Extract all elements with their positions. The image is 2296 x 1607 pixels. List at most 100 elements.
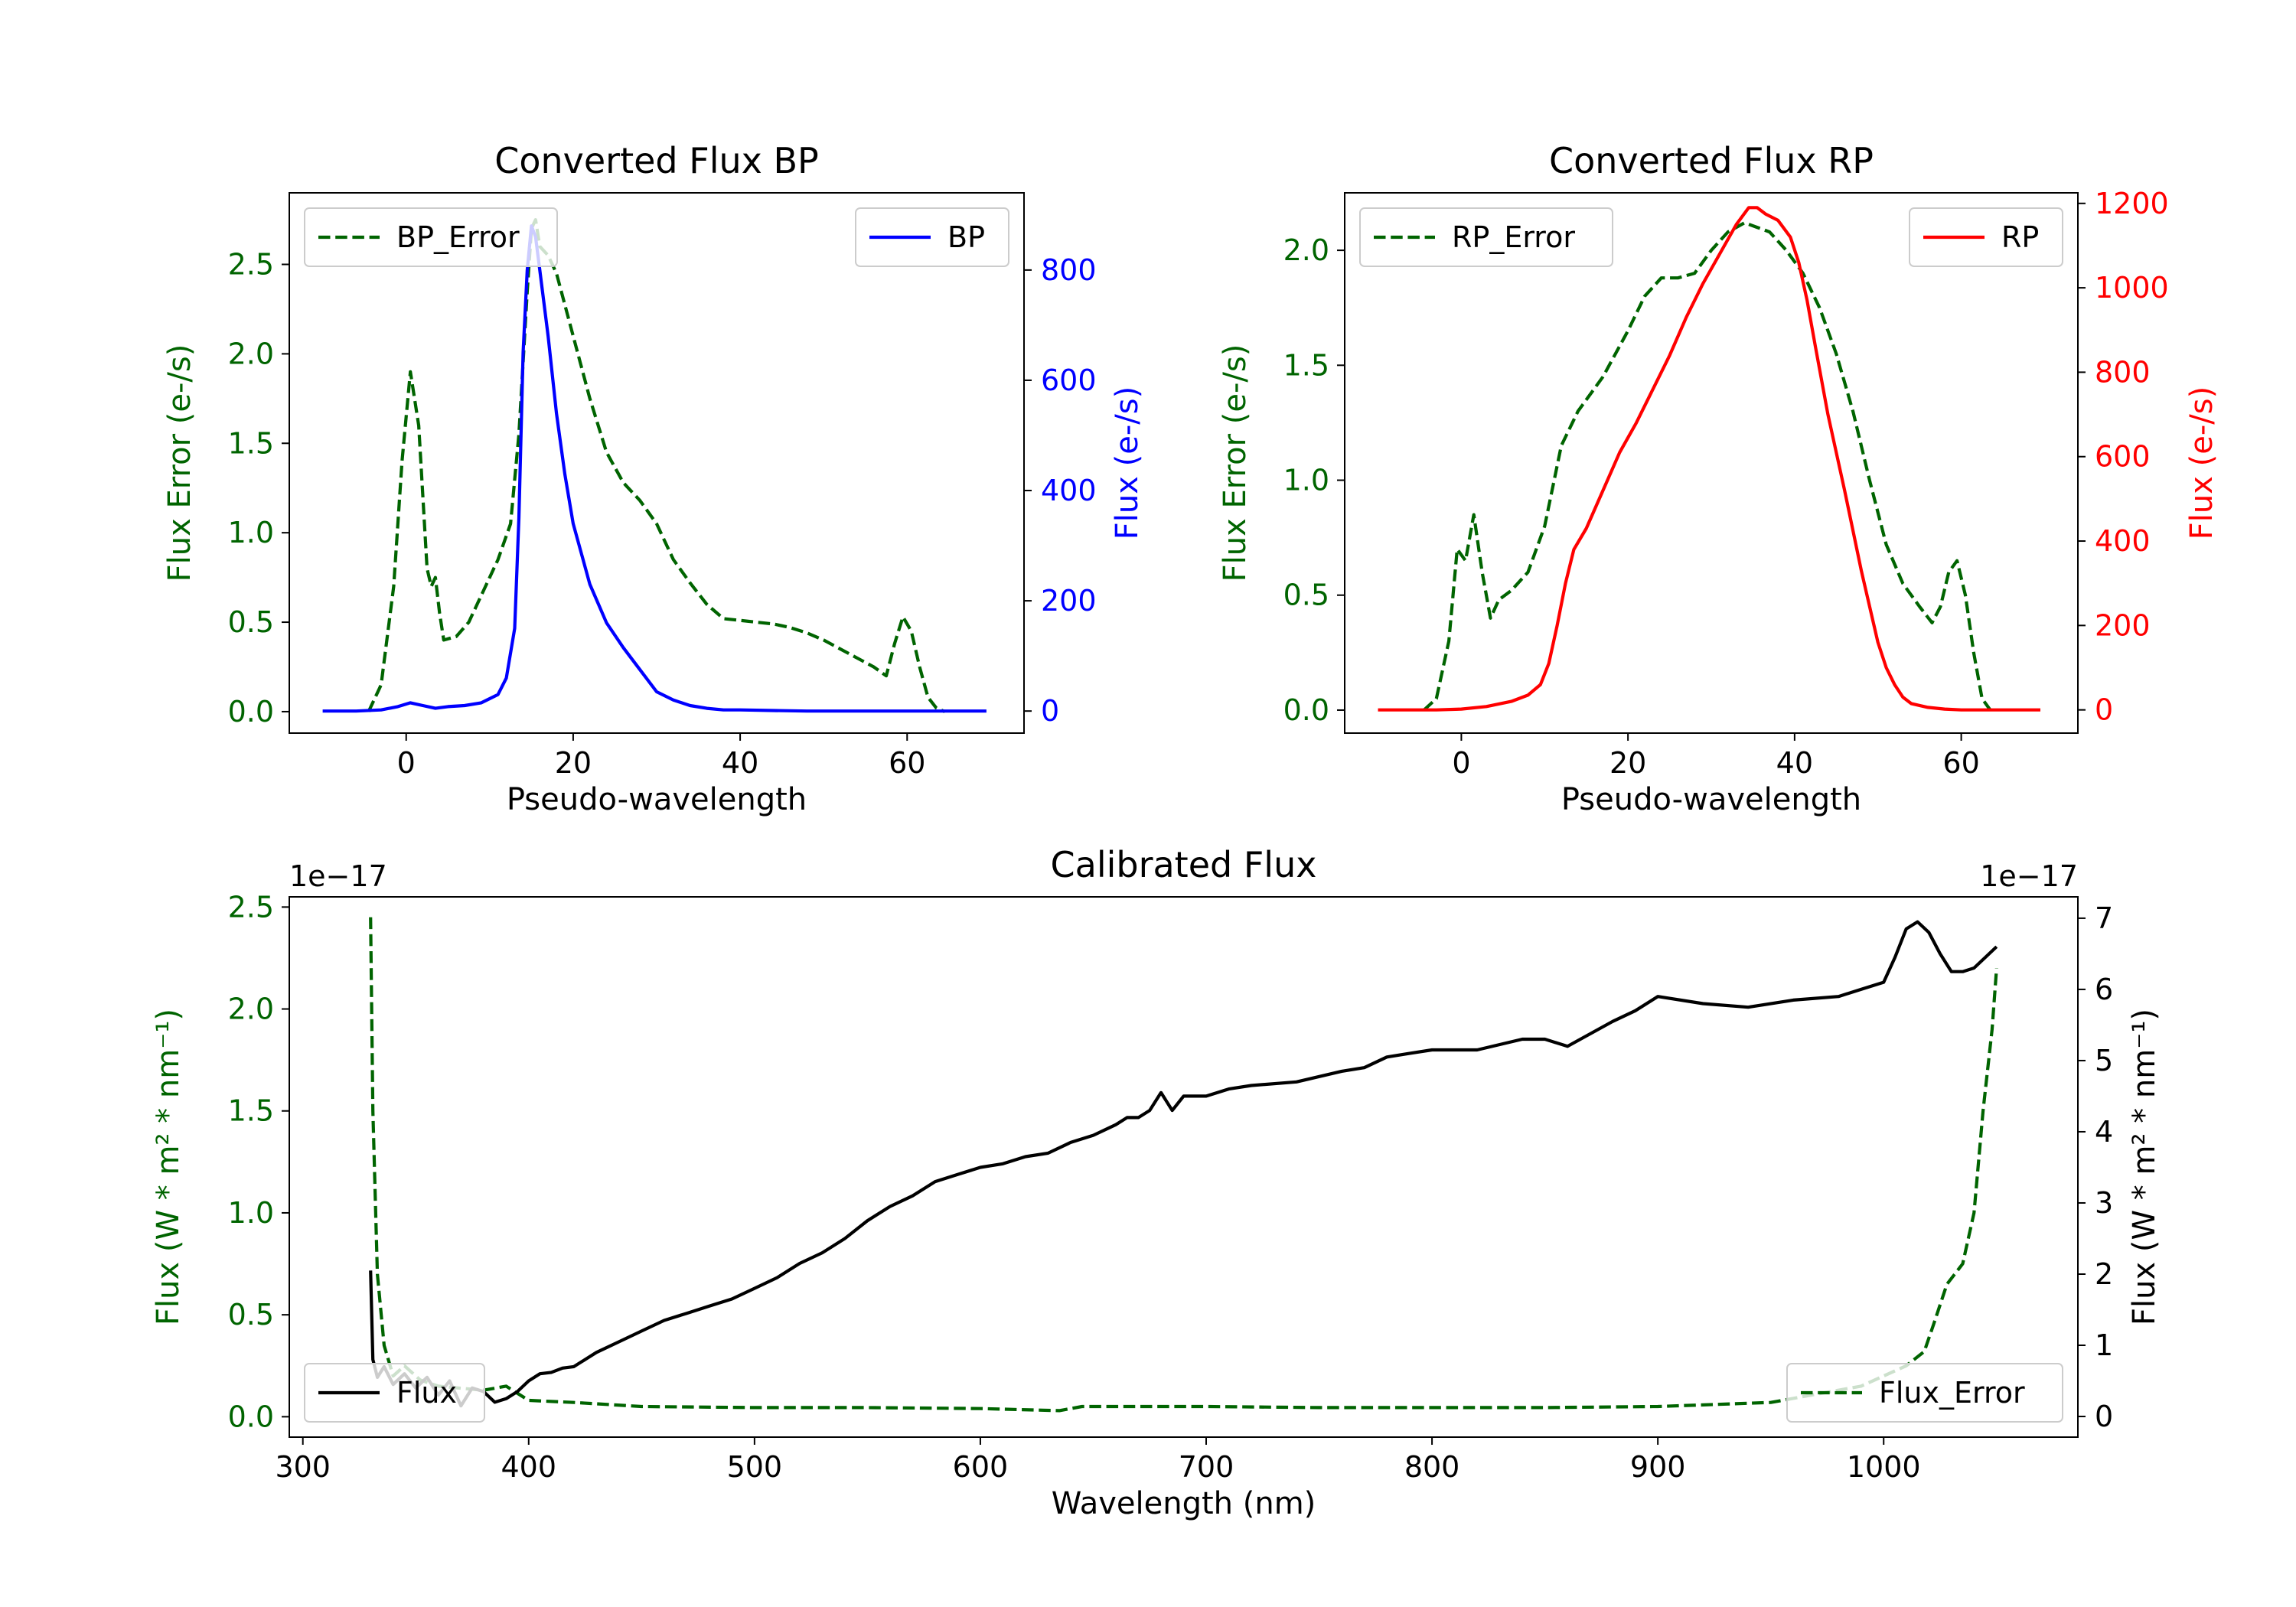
y-left-tick-label: 0.0 bbox=[228, 695, 274, 729]
x-tick-label: 0 bbox=[397, 746, 416, 780]
legend-bp: BP bbox=[855, 207, 1009, 267]
y-right-axis-label: Flux (e-/s) bbox=[2184, 386, 2219, 539]
x-tick-label: 20 bbox=[555, 746, 592, 780]
y-right-tick-label: 2 bbox=[2095, 1257, 2113, 1291]
legend-label: Flux_Error bbox=[1879, 1376, 2025, 1410]
x-tick-label: 60 bbox=[1942, 746, 1979, 780]
y-right-tick-label: 0 bbox=[2095, 693, 2113, 727]
y-right-tick-label: 1000 bbox=[2095, 271, 2169, 305]
y-right-axis-label: Flux (e-/s) bbox=[1110, 386, 1145, 539]
y-left-tick-label: 2.5 bbox=[228, 248, 274, 282]
series-line-rp_error bbox=[1422, 221, 1992, 712]
axes-frame bbox=[1344, 192, 2079, 734]
y-left-axis-label: Flux (W * m² * nm⁻¹) bbox=[151, 1009, 186, 1325]
series-line-flux bbox=[369, 920, 1998, 1408]
y-right-tick-label: 200 bbox=[2095, 608, 2151, 642]
x-axis-label: Pseudo-wavelength bbox=[1561, 782, 1861, 817]
y-right-tick-label: 200 bbox=[1041, 584, 1097, 618]
x-tick-label: 800 bbox=[1404, 1450, 1460, 1484]
y-right-tick-label: 800 bbox=[2095, 355, 2151, 389]
series-line-bp_error bbox=[367, 218, 946, 713]
y-left-tick-label: 1.0 bbox=[1283, 464, 1329, 497]
legend-box bbox=[1786, 1363, 2063, 1423]
series-line-rp bbox=[1378, 206, 2040, 712]
x-tick-label: 500 bbox=[727, 1450, 783, 1484]
legend-label: RP bbox=[2001, 220, 2039, 254]
x-tick-label: 300 bbox=[275, 1450, 331, 1484]
x-tick-label: 60 bbox=[889, 746, 925, 780]
y-right-tick-label: 7 bbox=[2095, 901, 2113, 935]
y-right-tick-label: 3 bbox=[2095, 1186, 2113, 1220]
y-right-tick-label: 1 bbox=[2095, 1328, 2113, 1362]
chart-title: Calibrated Flux bbox=[1051, 844, 1317, 885]
axes-frame bbox=[289, 192, 1025, 734]
y-right-tick-label: 800 bbox=[1041, 253, 1097, 287]
y-right-tick-label: 600 bbox=[2095, 440, 2151, 474]
legend-label: BP bbox=[947, 220, 985, 254]
y-left-tick-label: 0.5 bbox=[228, 605, 274, 639]
y-right-tick-label: 6 bbox=[2095, 973, 2113, 1006]
y-left-tick-label: 0.0 bbox=[1283, 693, 1329, 727]
x-tick-label: 900 bbox=[1630, 1450, 1686, 1484]
y-left-tick-label: 2.0 bbox=[228, 337, 274, 370]
x-tick-label: 20 bbox=[1609, 746, 1646, 780]
x-tick-label: 400 bbox=[501, 1450, 557, 1484]
legend-label: RP_Error bbox=[1452, 220, 1575, 254]
y-left-axis-label: Flux Error (e-/s) bbox=[1218, 344, 1253, 582]
legend-box bbox=[304, 1363, 485, 1423]
legend-box bbox=[855, 207, 1009, 267]
offset-right-label: 1e−17 bbox=[1980, 859, 2078, 893]
chart-title: Converted Flux BP bbox=[494, 140, 819, 181]
y-left-tick-label: 2.5 bbox=[228, 890, 274, 924]
legend-label: Flux bbox=[396, 1376, 457, 1410]
chart-calibrated: Calibrated Flux 300 400 500 600 700 800 900 1000… bbox=[151, 844, 2162, 1521]
y-left-tick-label: 1.5 bbox=[228, 1094, 274, 1128]
series-line-bp bbox=[322, 224, 987, 713]
x-tick-label: 600 bbox=[953, 1450, 1009, 1484]
legend-label: BP_Error bbox=[396, 220, 520, 254]
x-tick-label: 0 bbox=[1452, 746, 1470, 780]
legend-box bbox=[1359, 207, 1613, 267]
x-tick-label: 1000 bbox=[1847, 1450, 1921, 1484]
y-left-tick-label: 2.0 bbox=[1283, 233, 1329, 267]
y-left-axis-label: Flux Error (e-/s) bbox=[162, 344, 197, 582]
legend-rp_error: RP_Error bbox=[1359, 207, 1613, 267]
legend-flux: Flux bbox=[304, 1363, 485, 1423]
y-right-tick-label: 5 bbox=[2095, 1044, 2113, 1077]
legend-box bbox=[304, 207, 558, 267]
series-group bbox=[1378, 206, 2040, 712]
y-right-tick-label: 0 bbox=[2095, 1400, 2113, 1433]
x-axis-label: Pseudo-wavelength bbox=[507, 782, 807, 817]
y-right-tick-label: 0 bbox=[1041, 694, 1059, 728]
y-left-tick-label: 1.0 bbox=[228, 516, 274, 549]
y-left-tick-label: 0.0 bbox=[228, 1400, 274, 1433]
chart-title: Converted Flux RP bbox=[1549, 140, 1874, 181]
legend-box bbox=[1909, 207, 2063, 267]
y-right-tick-label: 4 bbox=[2095, 1115, 2113, 1149]
series-group bbox=[322, 218, 987, 713]
axes-frame bbox=[289, 896, 2079, 1438]
chart-rp: Converted Flux RP 0 20 40 60 Pseudo-wavelengt… bbox=[1218, 140, 2219, 817]
y-left-tick-label: 1.5 bbox=[1283, 348, 1329, 382]
legend-flux_error: Flux_Error bbox=[1786, 1363, 2063, 1423]
y-left-tick-label: 1.5 bbox=[228, 426, 274, 460]
y-right-tick-label: 1200 bbox=[2095, 187, 2169, 220]
x-axis-label: Wavelength (nm) bbox=[1052, 1486, 1316, 1521]
series-group bbox=[369, 917, 1998, 1413]
y-right-tick-label: 400 bbox=[2095, 524, 2151, 558]
x-tick-label: 700 bbox=[1179, 1450, 1234, 1484]
chart-bp: Converted Flux BP 0 20 40 60 Pseudo-wavelengt… bbox=[162, 140, 1145, 817]
series-line-flux_error bbox=[369, 917, 1998, 1413]
y-left-tick-label: 2.0 bbox=[228, 993, 274, 1026]
x-tick-label: 40 bbox=[722, 746, 758, 780]
y-right-tick-label: 600 bbox=[1041, 363, 1097, 397]
x-tick-label: 40 bbox=[1776, 746, 1813, 780]
legend-bp_error: BP_Error bbox=[304, 207, 558, 267]
y-left-tick-label: 0.5 bbox=[228, 1298, 274, 1332]
y-left-tick-label: 0.5 bbox=[1283, 579, 1329, 612]
y-right-tick-label: 400 bbox=[1041, 474, 1097, 507]
offset-left-label: 1e−17 bbox=[289, 859, 387, 893]
legend-rp: RP bbox=[1909, 207, 2063, 267]
y-right-axis-label: Flux (W * m² * nm⁻¹) bbox=[2127, 1009, 2162, 1325]
